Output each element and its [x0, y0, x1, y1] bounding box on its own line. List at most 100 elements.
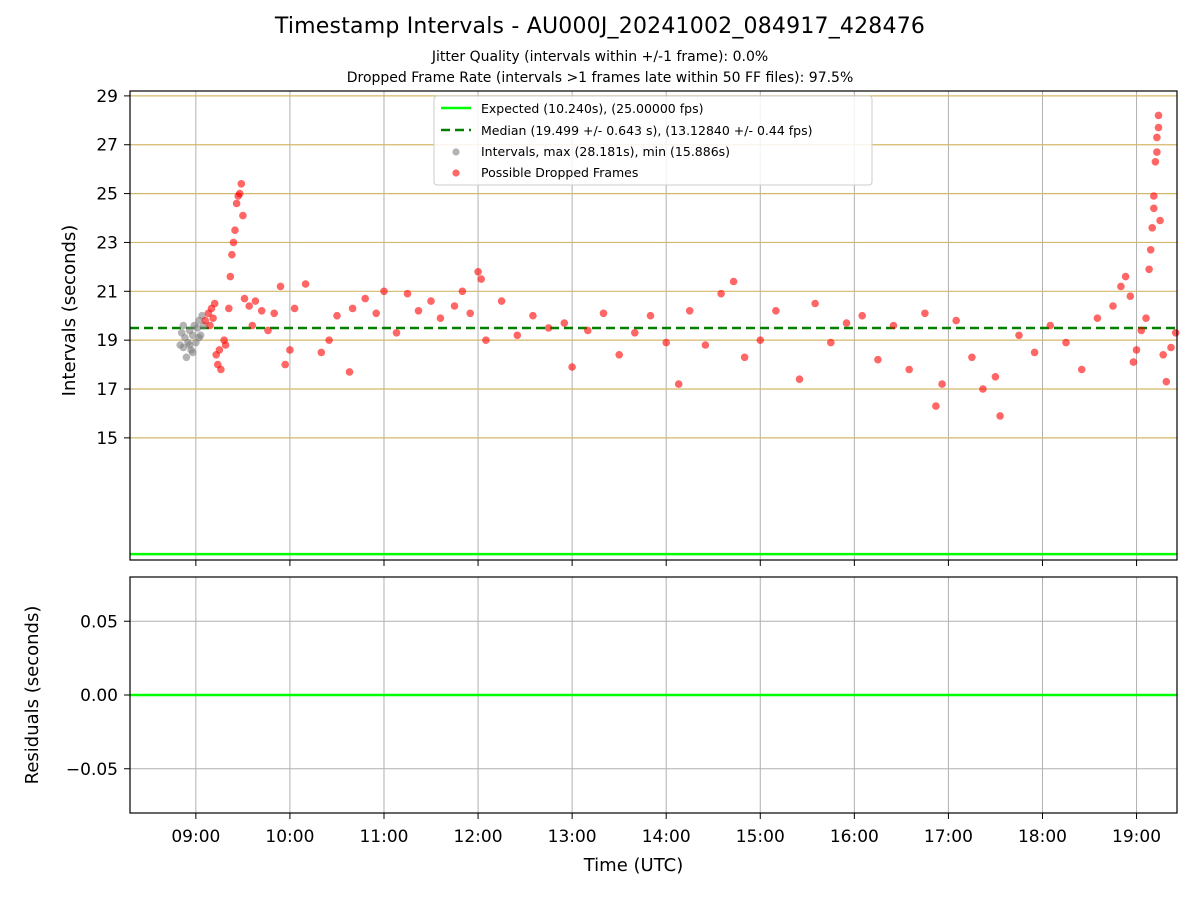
- dropped-frame-point-55: [529, 311, 537, 320]
- top-ytick-label-6: 27: [96, 136, 118, 156]
- dropped-frame-point-99: [1129, 358, 1138, 366]
- interval-point-8: [188, 331, 197, 340]
- dropped-frame-point-111: [1154, 123, 1163, 132]
- dropped-frame-point-22: [240, 294, 249, 303]
- interval-point-19: [188, 348, 197, 357]
- top-ytick-label-0: 15: [96, 429, 118, 449]
- interval-point-11: [193, 324, 202, 332]
- dropped-frame-point-93: [1077, 365, 1086, 374]
- dropped-frame-point-16: [231, 226, 239, 234]
- chart-title: Timestamp Intervals - AU000J_20241002_08…: [274, 14, 926, 39]
- dropped-frame-point-75: [827, 338, 835, 347]
- dropped-frame-point-117: [1171, 329, 1180, 337]
- top-ytick-label-1: 17: [96, 380, 118, 400]
- dropped-frame-point-62: [631, 329, 639, 337]
- dropped-frame-point-35: [325, 336, 333, 345]
- dropped-frame-point-67: [701, 341, 710, 349]
- legend-label-dropped: Possible Dropped Frames: [481, 165, 638, 180]
- dropped-frame-point-115: [1162, 377, 1171, 386]
- dropped-frame-point-39: [361, 294, 370, 303]
- dropped-frame-point-105: [1148, 224, 1156, 232]
- dropped-frame-point-45: [427, 297, 435, 305]
- dropped-frame-point-102: [1142, 314, 1150, 323]
- dropped-frame-point-71: [756, 336, 765, 345]
- x-tick-label-5: 14:00: [642, 827, 691, 847]
- dropped-frame-point-5: [210, 299, 219, 308]
- dropped-frame-point-100: [1132, 346, 1141, 354]
- bottom-panel-ticks: 0.05 0.00 −0.05 09:00 10:00 11:00 12:00 13:00 14…: [66, 612, 1161, 847]
- bottom-ytick-label-2: −0.05: [66, 760, 118, 780]
- dropped-frame-point-14: [228, 250, 236, 259]
- dropped-frame-point-107: [1150, 192, 1158, 200]
- top-ytick-label-2: 19: [96, 331, 118, 351]
- dropped-frame-point-36: [333, 311, 341, 320]
- dropped-frame-point-77: [858, 311, 866, 320]
- x-tick-label-2: 11:00: [359, 827, 408, 847]
- dropped-frame-point-94: [1093, 314, 1102, 323]
- bottom-ytick-label-0: 0.05: [80, 612, 118, 632]
- dropped-frame-point-56: [544, 324, 553, 332]
- dropped-frame-point-60: [599, 309, 608, 318]
- dropped-frame-point-80: [905, 365, 913, 374]
- dropped-frame-point-85: [968, 353, 976, 362]
- dropped-frame-point-95: [1109, 302, 1117, 310]
- dropped-frame-point-63: [646, 311, 655, 320]
- x-axis-label-time: Time (UTC): [583, 855, 684, 876]
- dropped-frame-point-78: [874, 355, 882, 364]
- dropped-frame-point-17: [232, 199, 241, 208]
- legend-box: [433, 95, 873, 186]
- dropped-frame-point-113: [1156, 216, 1164, 225]
- x-tick-label-4: 13:00: [548, 827, 597, 847]
- dropped-frame-point-27: [264, 326, 272, 335]
- dropped-frame-point-104: [1146, 246, 1155, 254]
- dropped-frame-point-96: [1117, 282, 1125, 291]
- dropped-frame-point-98: [1126, 292, 1135, 301]
- dropped-frame-point-73: [795, 375, 804, 384]
- dropped-frame-point-0: [201, 316, 210, 325]
- dropped-frame-point-61: [615, 351, 623, 359]
- top-ytick-label-4: 23: [96, 233, 118, 253]
- dropped-frame-point-41: [380, 287, 388, 296]
- dropped-frame-point-23: [245, 302, 253, 310]
- dropped-frame-point-19: [235, 189, 244, 198]
- dropped-frame-point-53: [497, 297, 506, 305]
- dropped-frame-point-65: [674, 380, 683, 388]
- chart-subtitle-dropped: Dropped Frame Rate (intervals >1 frames …: [346, 70, 854, 86]
- dropped-frame-point-87: [991, 373, 1000, 381]
- legend-swatch-dropped: [452, 169, 460, 177]
- dropped-frame-point-114: [1159, 351, 1167, 359]
- dropped-frame-point-106: [1150, 204, 1158, 213]
- dropped-frame-point-57: [560, 319, 569, 327]
- dropped-frame-point-72: [772, 307, 780, 315]
- top-panel-ticks: 15 17 19 21 23 25 27 29: [96, 87, 1138, 566]
- legend: Expected (10.240s), (25.00000 fps) Media…: [433, 95, 873, 186]
- dropped-frame-point-50: [474, 268, 482, 276]
- x-tick-label-7: 16:00: [830, 827, 879, 847]
- dropped-frame-point-2: [206, 321, 214, 330]
- dropped-frame-point-88: [996, 412, 1004, 420]
- dropped-frame-point-70: [740, 353, 749, 362]
- dropped-frame-point-49: [466, 309, 475, 318]
- top-ytick-label-3: 21: [96, 282, 118, 302]
- dropped-frame-point-90: [1030, 348, 1039, 357]
- dropped-frame-point-108: [1151, 158, 1160, 166]
- dropped-frame-point-12: [225, 304, 233, 313]
- x-tick-label-8: 17:00: [924, 827, 973, 847]
- dropped-frame-point-4: [209, 314, 217, 323]
- x-tick-label-1: 10:00: [265, 827, 314, 847]
- dropped-frame-point-116: [1167, 343, 1175, 352]
- y-axis-label-intervals: Intervals (seconds): [59, 225, 80, 397]
- dropped-frame-point-13: [226, 272, 235, 281]
- dropped-frame-point-66: [685, 307, 694, 315]
- dropped-frame-point-68: [717, 289, 725, 298]
- dropped-frame-point-9: [217, 365, 225, 374]
- x-tick-label-6: 15:00: [736, 827, 785, 847]
- scatter-points: [176, 111, 1180, 420]
- interval-point-18: [195, 333, 203, 342]
- top-ytick-label-5: 25: [96, 185, 118, 205]
- dropped-frame-point-64: [662, 338, 670, 347]
- dropped-frame-point-44: [414, 307, 423, 315]
- dropped-frame-point-89: [1015, 331, 1023, 340]
- dropped-frame-point-81: [921, 309, 929, 318]
- dropped-frame-point-51: [477, 275, 486, 283]
